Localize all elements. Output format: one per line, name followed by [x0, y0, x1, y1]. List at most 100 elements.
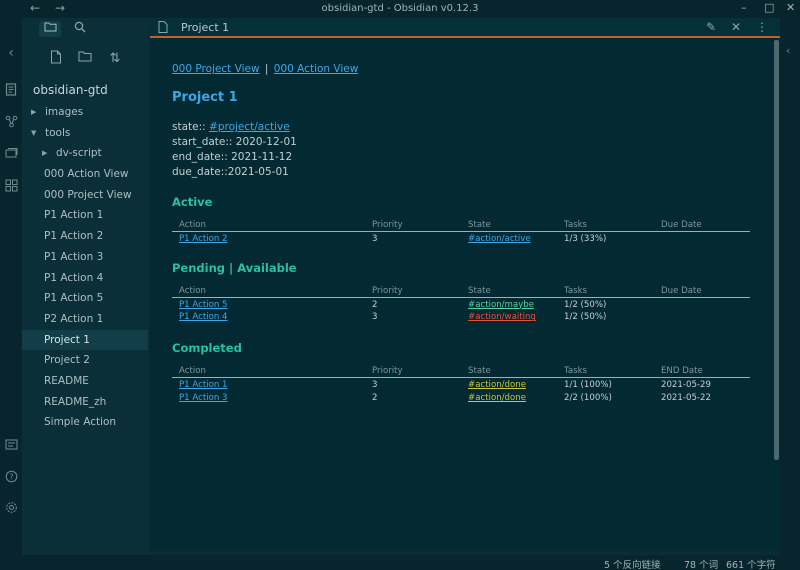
close-pane-icon[interactable]: ✕ — [731, 20, 742, 34]
close-window-button[interactable]: ✕ — [786, 1, 796, 14]
section-heading-completed: Completed — [172, 341, 242, 355]
dashboard-icon[interactable] — [4, 179, 18, 193]
file-tree-item[interactable]: P2 Action 1 — [22, 309, 148, 330]
column-header: END Date — [654, 364, 750, 378]
file-tree-item[interactable]: 000 Action View — [22, 164, 148, 185]
word-count: 78 个词 — [684, 560, 719, 570]
table-cell: 2 — [365, 391, 461, 404]
table-cell — [654, 310, 750, 323]
table-cell: #action/maybe — [461, 297, 557, 310]
state-tag[interactable]: #action/done — [468, 392, 526, 403]
file-tree-item[interactable]: README — [22, 371, 148, 392]
table-cell: #action/done — [461, 378, 557, 391]
priority-cell: 2 — [372, 392, 378, 403]
file-tree-item[interactable]: README_zh — [22, 392, 148, 413]
state-tag[interactable]: #action/waiting — [468, 312, 536, 323]
action-link[interactable]: P1 Action 5 — [179, 299, 228, 310]
file-tree-item[interactable]: Project 2 — [22, 350, 148, 371]
new-note-icon[interactable] — [47, 50, 65, 68]
state-tag[interactable]: #project/active — [209, 121, 290, 133]
caret-right-icon[interactable]: ▶ — [42, 149, 48, 158]
tasks-cell: 2/2 (100%) — [564, 392, 612, 403]
file-tree-item[interactable]: Project 1 — [22, 329, 148, 351]
top-links: 000 Project View | 000 Action View — [172, 63, 752, 75]
action-link[interactable]: P1 Action 3 — [179, 392, 228, 403]
collapse-sidebar-icon[interactable]: ‹ — [8, 45, 14, 61]
action-view-link[interactable]: 000 Action View — [273, 63, 359, 75]
graph-icon[interactable] — [4, 115, 18, 129]
sidebar-actions: ⇅ — [22, 50, 148, 70]
sort-icon[interactable]: ⇅ — [109, 51, 121, 66]
back-arrow-icon[interactable]: ← — [30, 1, 41, 15]
action-link[interactable]: P1 Action 2 — [179, 234, 228, 244]
column-header: Priority — [365, 218, 461, 232]
file-tree-item[interactable]: P1 Action 1 — [22, 205, 148, 226]
more-options-icon[interactable]: ⋮ — [756, 20, 768, 34]
actions-table-active: Action Priority State Tasks Due Date P1 Actio… — [172, 218, 750, 245]
minimize-button[interactable]: – — [741, 1, 747, 14]
file-tree-item[interactable]: 000 Project View — [22, 185, 148, 206]
backlinks-count[interactable]: 5 个反向链接 — [604, 560, 661, 570]
column-header: Action — [172, 218, 365, 232]
date-cell: 2021-05-22 — [661, 392, 711, 403]
maximize-button[interactable]: □ — [764, 1, 775, 14]
date-cell: 2021-05-29 — [661, 380, 711, 390]
caret-down-icon[interactable]: ▼ — [31, 128, 37, 137]
forward-arrow-icon[interactable]: → — [55, 1, 66, 15]
scrollbar[interactable] — [774, 40, 779, 460]
file-tree-item[interactable]: ▼ tools — [22, 123, 148, 144]
column-header: Tasks — [557, 364, 654, 378]
expand-right-sidebar-icon[interactable]: ‹ — [786, 44, 791, 57]
file-tree-item-label: Project 2 — [44, 354, 90, 367]
note-content: 000 Project View | 000 Action View Proje… — [172, 58, 752, 404]
new-folder-icon[interactable] — [76, 50, 94, 68]
column-header: Tasks — [557, 283, 654, 298]
file-tree-item[interactable]: ▶ images — [22, 102, 148, 123]
file-tree-item-label: 000 Action View — [44, 168, 129, 181]
pane-title: Project 1 — [181, 21, 230, 34]
state-tag[interactable]: #action/done — [468, 380, 526, 390]
table-cell: 3 — [365, 232, 461, 245]
project-view-link[interactable]: 000 Project View — [172, 63, 260, 75]
settings-icon[interactable] — [4, 501, 18, 515]
state-tag[interactable]: #action/active — [468, 234, 531, 244]
file-open-icon[interactable] — [4, 83, 18, 97]
file-tree-item-label: P1 Action 1 — [44, 209, 104, 222]
file-tree-item-label: P1 Action 4 — [44, 271, 104, 284]
file-tree-item[interactable]: Simple Action — [22, 412, 148, 433]
state-tag[interactable]: #action/maybe — [468, 299, 535, 310]
file-tree-item[interactable]: ▶ dv-script — [22, 143, 148, 164]
vault-icon[interactable] — [4, 439, 18, 453]
file-tree-item-label: P1 Action 3 — [44, 250, 104, 263]
file-tree-item-label: images — [45, 106, 84, 118]
column-header: Action — [172, 283, 365, 298]
table-row: P1 Action 3 2 #action/done 2/2 (100%) 2021-0… — [172, 391, 750, 404]
search-tab-icon[interactable] — [69, 21, 91, 37]
file-tree-item[interactable]: P1 Action 2 — [22, 226, 148, 247]
table-cell: 2/2 (100%) — [557, 391, 654, 404]
table-cell: 3 — [365, 378, 461, 391]
table-row: P1 Action 5 2 #action/maybe 1/2 (50%) — [172, 297, 750, 310]
right-sidebar-collapsed: ‹ — [780, 18, 800, 555]
table-cell — [654, 232, 750, 245]
table-cell: P1 Action 4 — [172, 310, 365, 323]
action-link[interactable]: P1 Action 1 — [179, 380, 228, 390]
file-tree-item[interactable]: P1 Action 3 — [22, 247, 148, 268]
start-date-field: start_date:: 2020-12-01 — [172, 136, 297, 148]
file-tree-item[interactable]: P1 Action 5 — [22, 288, 148, 309]
pane-header: Project 1 ✎ ✕ ⋮ — [150, 18, 780, 38]
table-cell: P1 Action 2 — [172, 232, 365, 245]
files-tab-icon[interactable] — [39, 21, 61, 37]
action-link[interactable]: P1 Action 4 — [179, 312, 228, 323]
priority-cell: 3 — [372, 312, 378, 323]
file-tree-item-label: P1 Action 2 — [44, 230, 104, 243]
edit-icon[interactable]: ✎ — [706, 20, 717, 34]
help-icon[interactable]: ? — [4, 470, 18, 484]
table-cell: 2021-05-22 — [654, 391, 750, 404]
file-tree-item[interactable]: P1 Action 4 — [22, 268, 148, 289]
state-label: state:: — [172, 121, 210, 133]
caret-right-icon[interactable]: ▶ — [31, 108, 37, 116]
cards-icon[interactable] — [4, 147, 18, 161]
tasks-cell: 1/1 (100%) — [564, 380, 612, 390]
title-bar: ← → obsidian-gtd - Obsidian v0.12.3 – □ … — [0, 0, 800, 18]
